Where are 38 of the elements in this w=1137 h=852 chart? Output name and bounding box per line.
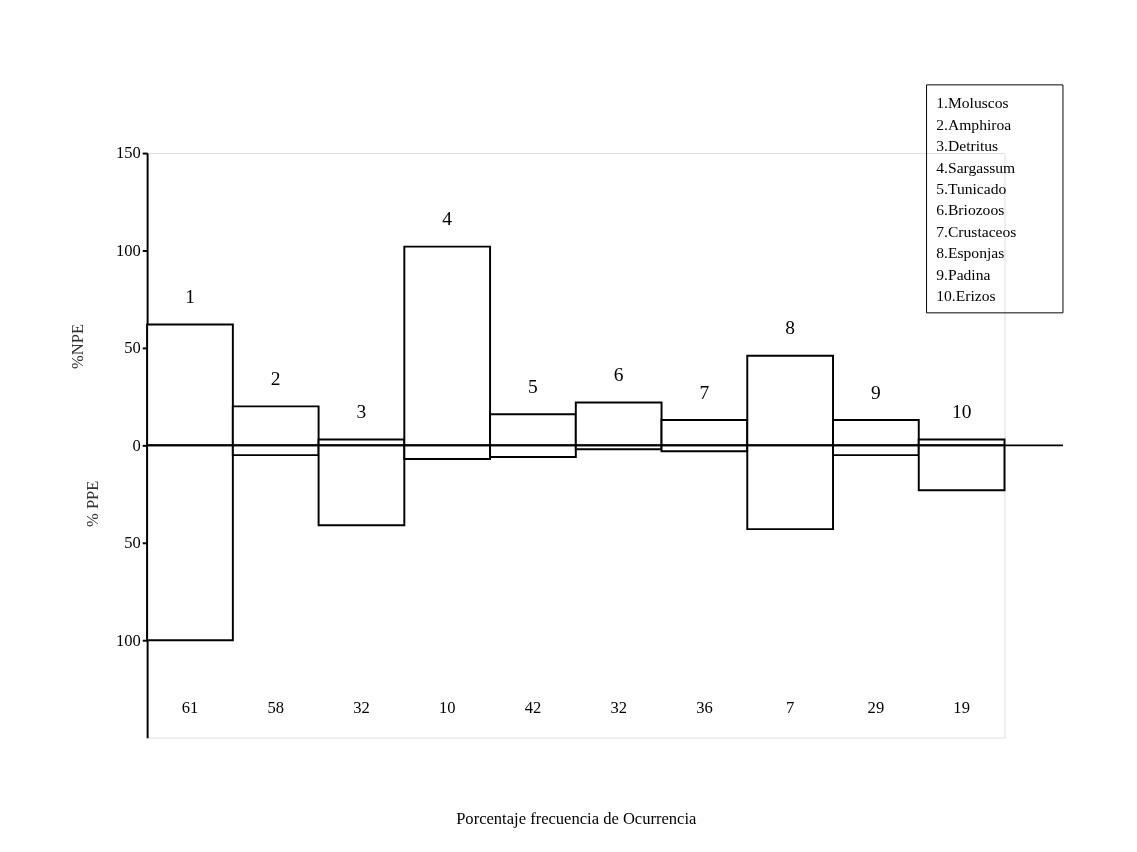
x-tick-label: 9 bbox=[871, 381, 881, 403]
y-tick-label: 50 bbox=[124, 338, 141, 358]
x-axis-title: Porcentaje frecuencia de Ocurrencia bbox=[456, 808, 698, 828]
annotation: 10.Erizos bbox=[936, 287, 996, 305]
x-tick-label: 6 bbox=[613, 364, 624, 386]
annotation: 7 bbox=[786, 698, 795, 718]
y-tick-label: 150 bbox=[115, 143, 141, 163]
annotation: 32 bbox=[610, 698, 627, 718]
annotation: 8.Esponjas bbox=[936, 244, 1005, 262]
x-tick-label: 4 bbox=[442, 208, 453, 230]
annotation: 10 bbox=[438, 698, 456, 718]
annotation: 7.Crustaceos bbox=[936, 222, 1017, 240]
text: 1.Moluscos bbox=[936, 94, 1009, 112]
annotation: 6.Briozoos bbox=[936, 201, 1005, 219]
text: % PPE bbox=[83, 480, 103, 528]
y-tick-label: 0 bbox=[132, 435, 141, 455]
annotation: 29 bbox=[867, 698, 885, 718]
x-tick-label: 8 bbox=[785, 317, 796, 339]
x-tick-label: 5 bbox=[528, 375, 538, 397]
annotation: 9.Padina bbox=[936, 265, 991, 283]
annotation: 3.Detritus bbox=[936, 137, 999, 155]
y-axis-title: %NPE bbox=[67, 323, 87, 369]
annotation: 42 bbox=[524, 698, 542, 718]
annotation: 4.Sargassum bbox=[936, 158, 1016, 176]
annotation: 58 bbox=[267, 698, 284, 718]
y-tick-label: 50 bbox=[124, 533, 141, 553]
x-tick-label: 2 bbox=[270, 367, 281, 389]
annotation: 19 bbox=[953, 698, 970, 718]
x-tick-label: 3 bbox=[356, 401, 367, 423]
y-tick-label: 100 bbox=[115, 240, 141, 260]
annotation: 36 bbox=[696, 698, 713, 718]
annotation: 5.Tunicado bbox=[936, 179, 1007, 197]
y-tick-label: 100 bbox=[115, 630, 141, 650]
x-tick-label: 1 bbox=[185, 286, 195, 308]
x-tick-label: 7 bbox=[699, 381, 710, 403]
annotation: 32 bbox=[353, 698, 370, 718]
text: 2.Amphiroa bbox=[936, 115, 1012, 133]
annotation: 61 bbox=[181, 698, 199, 718]
